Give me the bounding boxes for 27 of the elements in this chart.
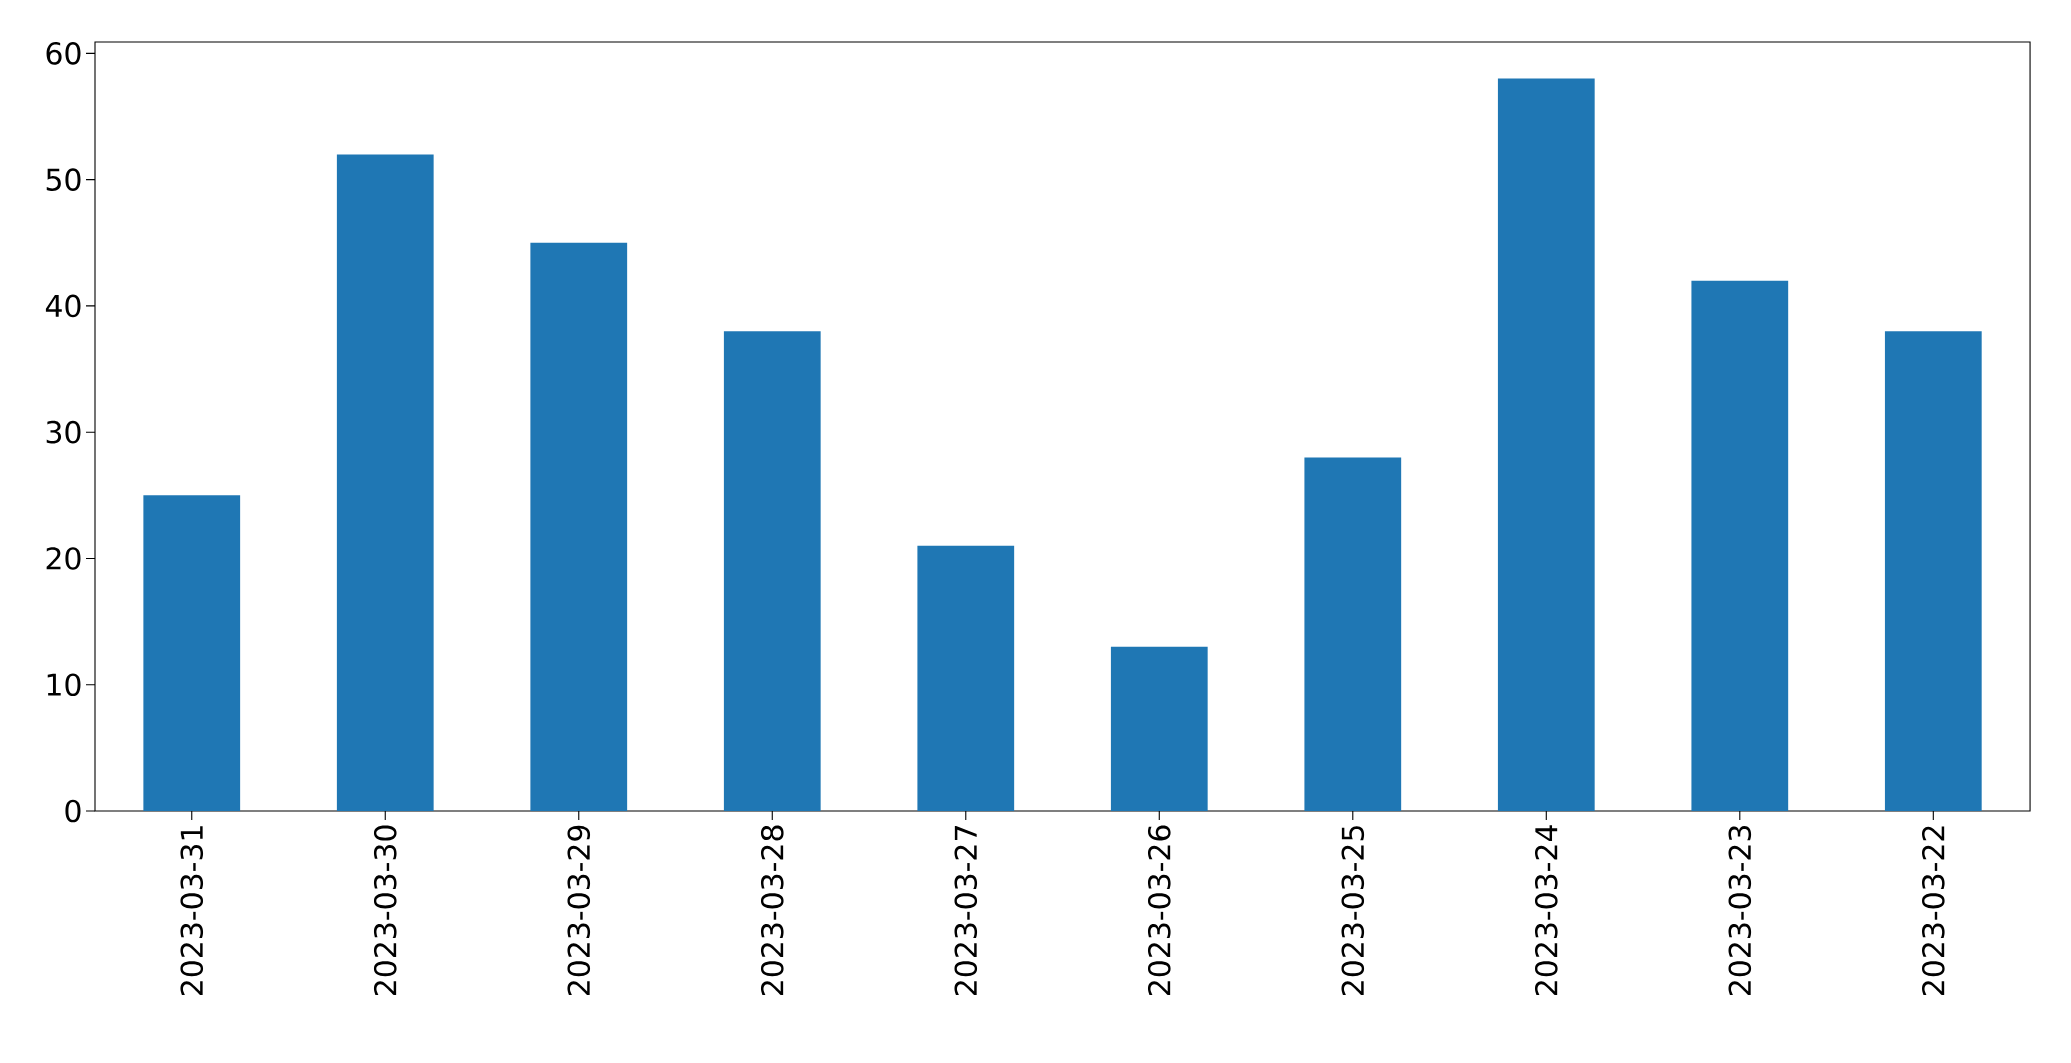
y-tick-label: 10 — [47, 673, 81, 697]
y-tick-label: 30 — [46, 420, 81, 444]
bar — [1884, 331, 1982, 811]
x-tick-label: 2023-03-30 — [373, 825, 397, 996]
y-tick-label: 0 — [65, 799, 81, 823]
bar — [530, 242, 628, 811]
bar — [1691, 280, 1789, 811]
x-tick-label: 2023-03-31 — [180, 826, 204, 996]
bar — [723, 331, 821, 811]
bar — [1304, 457, 1402, 811]
x-tick-label: 2023-03-25 — [1341, 826, 1365, 996]
y-tick-label: 60 — [46, 42, 81, 65]
y-tick-label: 50 — [46, 168, 81, 191]
bar — [1110, 646, 1208, 811]
y-tick-label: 40 — [45, 294, 81, 318]
bar — [917, 545, 1015, 811]
y-tick-label: 20 — [46, 547, 81, 570]
x-tick-label: 2023-03-24 — [1534, 825, 1558, 996]
bar — [143, 495, 241, 811]
bar — [1497, 78, 1595, 811]
x-tick-label: 2023-03-22 — [1922, 826, 1945, 996]
x-tick-label: 2023-03-29 — [567, 825, 591, 996]
x-tick-label: 2023-03-23 — [1728, 825, 1752, 996]
bar — [336, 154, 434, 811]
x-tick-label: 2023-03-27 — [954, 826, 978, 996]
x-tick-label: 2023-03-28 — [760, 825, 784, 996]
x-tick-label: 2023-03-26 — [1147, 825, 1171, 996]
